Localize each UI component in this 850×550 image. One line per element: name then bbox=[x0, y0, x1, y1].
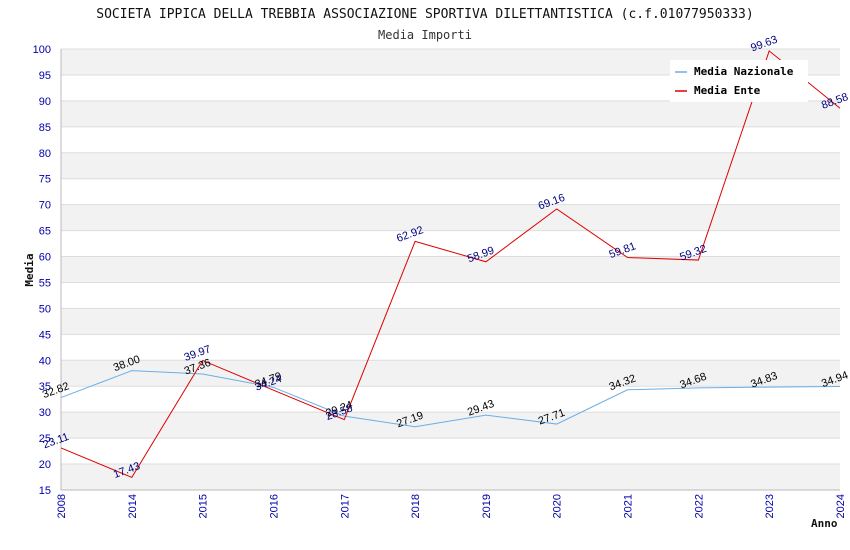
x-axis-label: Anno bbox=[811, 517, 838, 530]
grid-bands bbox=[61, 49, 840, 490]
y-tick-labels: 15 20 25 30 35 40 45 50 55 60 65 70 75 80 85 90 95 100 bbox=[33, 44, 51, 497]
y-tick-label: 65 bbox=[39, 226, 51, 238]
series-lines bbox=[60, 50, 841, 479]
x-tick-label: 2019 bbox=[481, 494, 493, 518]
y-tick-label: 30 bbox=[39, 407, 51, 419]
y-tick-label: 75 bbox=[39, 174, 51, 186]
x-tick-label: 2017 bbox=[339, 494, 351, 518]
x-tick-label: 2014 bbox=[127, 494, 139, 518]
y-tick-label: 25 bbox=[39, 433, 51, 445]
legend-label-media-ente: Media Ente bbox=[694, 84, 761, 97]
x-tick-label: 2018 bbox=[410, 494, 422, 518]
y-tick-label: 20 bbox=[39, 459, 51, 471]
y-tick-label: 35 bbox=[39, 381, 51, 393]
y-tick-label: 60 bbox=[39, 252, 51, 264]
grid-band bbox=[61, 256, 840, 283]
x-tick-label: 2022 bbox=[693, 494, 705, 518]
y-tick-label: 50 bbox=[39, 303, 51, 315]
grid-band bbox=[61, 412, 840, 439]
x-tick-label: 2021 bbox=[623, 494, 635, 518]
y-tick-label: 85 bbox=[39, 122, 51, 134]
series-line-media-ente bbox=[60, 50, 841, 479]
y-tick-label: 15 bbox=[39, 485, 51, 497]
x-tick-label: 2016 bbox=[268, 494, 280, 518]
y-tick-label: 70 bbox=[39, 200, 51, 212]
y-tick-label: 45 bbox=[39, 329, 51, 341]
series-line-media-nazionale bbox=[60, 370, 841, 428]
x-tick-label: 2020 bbox=[552, 494, 564, 518]
y-tick-label: 40 bbox=[39, 355, 51, 367]
x-tick-label: 2015 bbox=[198, 494, 210, 518]
x-tick-label: 2024 bbox=[835, 494, 847, 518]
grid-band bbox=[61, 464, 840, 490]
grid-band bbox=[61, 152, 840, 179]
x-tick-labels: 2008 2014 2015 2016 2017 2018 2019 2020 2021 2022… bbox=[56, 494, 847, 518]
y-axis-label: Media bbox=[23, 253, 36, 286]
y-tick-label: 80 bbox=[39, 148, 51, 160]
chart-subtitle: Media Importi bbox=[378, 28, 472, 42]
chart-title: SOCIETA IPPICA DELLA TREBBIA ASSOCIAZION… bbox=[96, 7, 753, 22]
x-tick-label: 2008 bbox=[56, 494, 68, 518]
legend: Media Nazionale Media Ente bbox=[670, 60, 808, 102]
grid-band bbox=[61, 204, 840, 231]
y-tick-label: 90 bbox=[39, 96, 51, 108]
y-tick-label: 55 bbox=[39, 277, 51, 289]
y-tick-label: 100 bbox=[33, 44, 51, 56]
y-tick-label: 95 bbox=[39, 70, 51, 82]
legend-label-media-nazionale: Media Nazionale bbox=[694, 65, 794, 78]
grid-band bbox=[61, 308, 840, 335]
grid-band bbox=[61, 100, 840, 127]
legend-box bbox=[670, 60, 808, 102]
x-tick-label: 2023 bbox=[764, 494, 776, 518]
